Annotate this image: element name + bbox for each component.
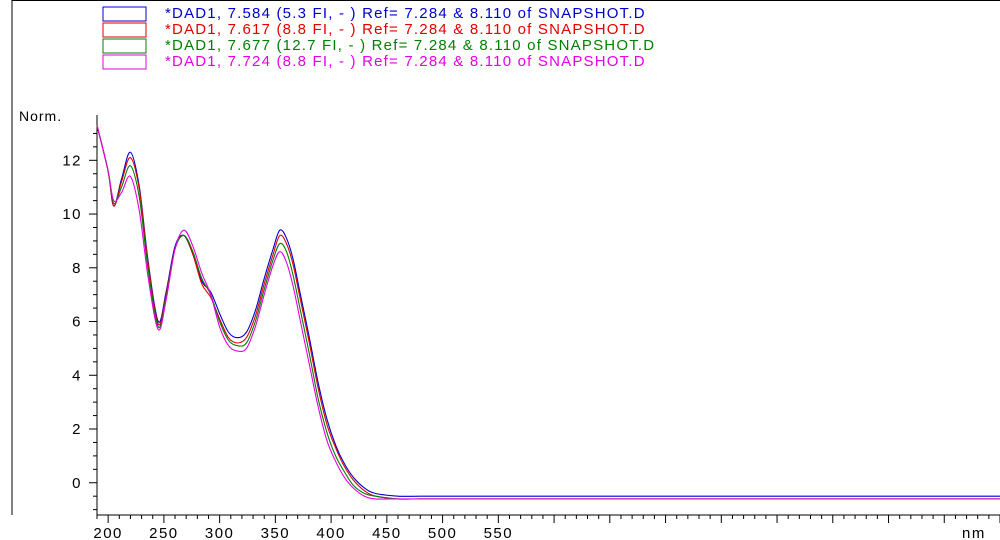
y-tick-label: 8 bbox=[72, 260, 82, 277]
y-tick-label: 2 bbox=[72, 421, 82, 438]
axes: 200 250 300 350 400 450 500 550 0 2 4 6 8 10 12 bbox=[11, 0, 1000, 540]
x-tick-label: 450 bbox=[372, 525, 402, 540]
x-tick-label: 500 bbox=[428, 525, 458, 540]
y-tick-label: 4 bbox=[72, 367, 82, 384]
legend-swatch-4 bbox=[102, 54, 147, 70]
y-tick-label: 12 bbox=[62, 152, 82, 169]
series-line-1 bbox=[96, 125, 1000, 497]
y-tick-label: 10 bbox=[62, 206, 82, 223]
x-axis-title: nm bbox=[962, 525, 986, 540]
y-axis-title: Norm. bbox=[19, 108, 62, 124]
y-tick-label: 6 bbox=[72, 314, 82, 331]
legend-swatch-2 bbox=[102, 22, 147, 38]
legend-label-2: *DAD1, 7.617 (8.8 FI, - ) Ref= 7.284 & 8… bbox=[165, 21, 646, 38]
x-tick-label: 350 bbox=[261, 525, 291, 540]
x-tick-label: 550 bbox=[484, 525, 514, 540]
series-line-4 bbox=[96, 125, 1000, 500]
legend-swatch-1 bbox=[102, 6, 147, 22]
legend-label-3: *DAD1, 7.677 (12.7 FI, - ) Ref= 7.284 & … bbox=[165, 37, 655, 54]
legend: *DAD1, 7.584 (5.3 FI, - ) Ref= 7.284 & 8… bbox=[102, 5, 655, 70]
x-tick-label: 250 bbox=[149, 525, 179, 540]
x-tick-label: 400 bbox=[316, 525, 346, 540]
x-tick-label: 300 bbox=[205, 525, 235, 540]
legend-swatch-3 bbox=[102, 38, 147, 54]
y-tick-label: 0 bbox=[72, 475, 82, 492]
x-tick-label: 200 bbox=[93, 525, 123, 540]
legend-label-4: *DAD1, 7.724 (8.8 FI, - ) Ref= 7.284 & 8… bbox=[165, 53, 646, 70]
plot-area bbox=[96, 125, 1000, 500]
legend-label-1: *DAD1, 7.584 (5.3 FI, - ) Ref= 7.284 & 8… bbox=[165, 5, 646, 22]
